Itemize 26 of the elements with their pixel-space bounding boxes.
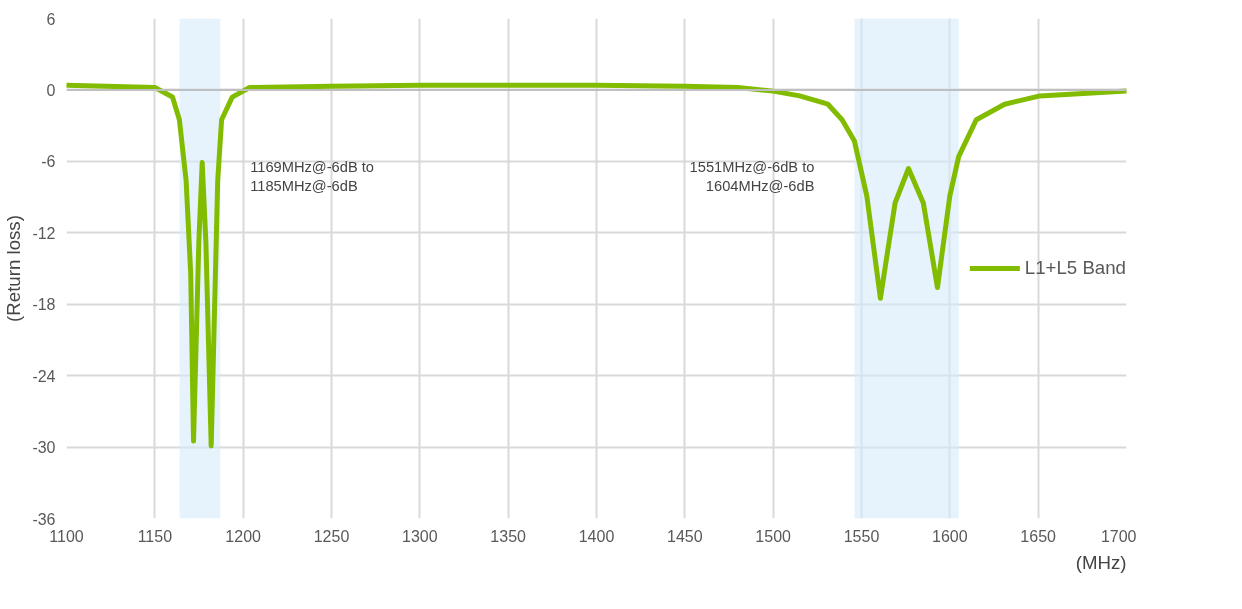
x-tick-label: 1200: [225, 527, 262, 545]
x-tick-label: 1600: [932, 527, 968, 545]
y-tick-label: -30: [32, 439, 56, 457]
y-tick-label: -18: [32, 296, 56, 314]
x-axis-title: (MHz): [1075, 551, 1127, 573]
x-tick-label: 1350: [490, 527, 527, 545]
y-tick-label: -36: [32, 510, 56, 528]
band-label: 1169MHz@-6dB to 1185MHz@-6dB: [250, 158, 374, 194]
x-tick-label: 1300: [402, 527, 438, 545]
x-tick-label: 1650: [1020, 527, 1057, 545]
y-tick-label: -6: [41, 153, 56, 171]
y-tick-label: -12: [32, 224, 56, 242]
x-tick-label: 1450: [667, 527, 703, 545]
y-axis-title: (Return loss): [3, 215, 25, 322]
band-label: 1551MHz@-6dB to 1604MHz@-6dB: [689, 158, 815, 194]
legend-label: L1+L5 Band: [1024, 257, 1126, 279]
y-tick-label: -24: [32, 367, 56, 385]
x-tick-label: 1250: [313, 527, 350, 545]
y-tick-label: 0: [46, 81, 56, 99]
x-tick-label: 1550: [843, 527, 880, 545]
x-tick-label: 1400: [578, 527, 615, 545]
x-tick-label: 1150: [137, 527, 173, 545]
x-tick-label: 1700: [1100, 527, 1137, 545]
y-tick-label: 6: [46, 10, 56, 28]
x-tick-label: 1500: [755, 527, 792, 545]
x-tick-label: 1100: [49, 527, 84, 545]
